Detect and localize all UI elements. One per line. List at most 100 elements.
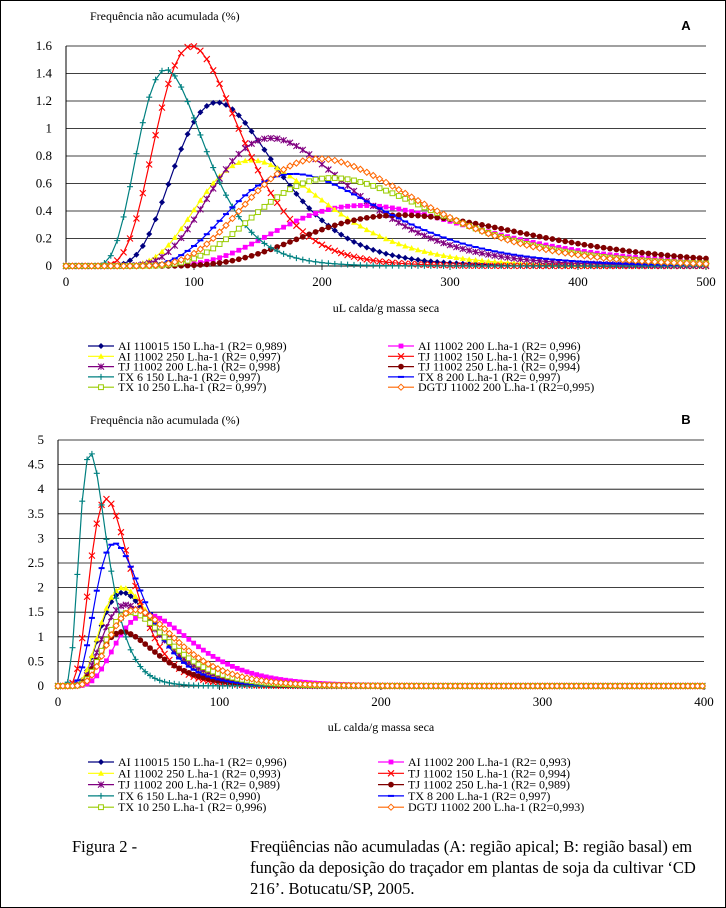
marker-circle xyxy=(312,229,319,235)
marker-star xyxy=(465,247,473,254)
marker-open-square xyxy=(229,231,236,237)
chart-panel-A: 0 0.2 0.4 0.6 0.8 1 1.2 1.4 1.6 0 100 200 300 400 500 F… xyxy=(36,9,716,394)
marker-plus xyxy=(156,677,163,684)
marker-open-diamond xyxy=(388,182,397,190)
x-tick-label: 0 xyxy=(55,694,62,709)
marker-circle xyxy=(703,255,709,262)
marker-triangle xyxy=(491,258,498,265)
marker-circle xyxy=(517,229,524,236)
marker-open-diamond xyxy=(553,682,561,690)
marker-circle xyxy=(147,645,153,651)
marker-square xyxy=(259,673,264,679)
marker-square xyxy=(249,241,254,247)
marker-x xyxy=(209,66,217,74)
marker-open-diamond xyxy=(228,214,237,223)
marker-circle xyxy=(498,225,505,232)
y-tick-label: 4.5 xyxy=(28,457,44,472)
marker-circle xyxy=(523,231,530,237)
x-tick-label: 400 xyxy=(694,694,714,709)
marker-open-diamond xyxy=(626,682,634,690)
marker-square xyxy=(281,224,286,230)
legend-item: TJ 11002 200 L.ha-1 (R2= 0,989) xyxy=(88,778,280,792)
marker-square xyxy=(306,213,312,219)
marker-open-diamond xyxy=(504,682,513,690)
marker-diamond xyxy=(248,128,255,135)
marker-open-diamond xyxy=(315,681,324,689)
marker-square xyxy=(205,650,211,656)
marker-open-diamond xyxy=(558,682,566,690)
marker-open-diamond xyxy=(100,262,109,270)
marker-open-diamond xyxy=(548,682,556,690)
marker-diamond xyxy=(415,256,421,263)
legend-item: TJ 11002 200 L.ha-1 (R2= 0,998) xyxy=(88,360,280,374)
marker-circle xyxy=(607,245,613,252)
marker-open-diamond xyxy=(446,213,454,222)
marker-diamond xyxy=(383,250,389,257)
marker-circle xyxy=(619,247,626,254)
marker-open-diamond xyxy=(516,239,525,248)
marker-open-diamond xyxy=(286,679,295,688)
marker-square xyxy=(133,615,138,621)
chart-panel-B: 0 0.5 1 1.5 2 2.5 3 3.5 4 4.5 5 0 100 200 300 400 Frequê… xyxy=(28,412,714,814)
marker-circle xyxy=(255,250,261,257)
marker-circle xyxy=(142,641,149,647)
y-tick-label: 4 xyxy=(38,481,45,496)
y-tick-label: 1.5 xyxy=(28,604,44,619)
marker-circle xyxy=(581,241,588,248)
marker-triangle xyxy=(325,201,332,208)
marker-open-diamond xyxy=(459,219,467,228)
marker-plus xyxy=(210,164,217,171)
marker-triangle xyxy=(395,240,402,247)
marker-open-square xyxy=(210,245,217,252)
marker-open-diamond xyxy=(160,625,169,633)
marker-circle xyxy=(127,631,134,637)
marker-circle xyxy=(626,248,633,255)
series-line xyxy=(54,495,706,690)
marker-open-diamond xyxy=(344,681,353,690)
marker-square xyxy=(104,658,109,664)
marker-circle xyxy=(485,223,492,230)
marker-open-square xyxy=(205,666,212,673)
marker-diamond xyxy=(210,99,217,106)
marker-plus xyxy=(383,262,389,269)
legend-label: TX 10 250 L.ha-1 (R2= 0,996) xyxy=(118,800,266,814)
marker-square xyxy=(543,242,549,248)
marker-open-diamond xyxy=(107,262,115,270)
marker-x xyxy=(112,512,120,520)
marker-open-diamond xyxy=(305,155,313,164)
marker-open-square xyxy=(203,249,210,256)
marker-circle xyxy=(287,239,293,245)
marker-open-diamond xyxy=(382,178,390,187)
marker-star xyxy=(97,781,105,788)
marker-star xyxy=(517,255,524,263)
marker-open-diamond xyxy=(542,245,550,254)
marker-open-square xyxy=(357,179,364,185)
marker-open-diamond xyxy=(461,682,469,690)
marker-open-diamond xyxy=(491,232,499,240)
marker-square xyxy=(89,678,95,684)
marker-square xyxy=(236,247,242,253)
legend-item: TJ 11002 150 L.ha-1 (R2= 0,996) xyxy=(388,349,580,363)
marker-open-diamond xyxy=(141,608,149,617)
marker-open-diamond xyxy=(567,250,576,258)
marker-open-diamond xyxy=(574,251,582,259)
marker-circle xyxy=(408,212,415,219)
marker-plus xyxy=(344,261,351,268)
marker-open-diamond xyxy=(456,682,464,690)
marker-circle xyxy=(491,224,498,231)
marker-circle xyxy=(274,244,281,250)
marker-open-diamond xyxy=(132,262,141,270)
marker-plus xyxy=(79,498,86,505)
marker-open-diamond xyxy=(102,641,111,649)
marker-star xyxy=(286,139,294,147)
marker-open-diamond xyxy=(669,682,678,690)
marker-plus xyxy=(568,262,575,269)
marker-open-diamond xyxy=(393,682,401,690)
marker-square xyxy=(191,640,197,646)
marker-square xyxy=(99,666,105,672)
legend-label: TJ 11002 250 L.ha-1 (R2= 0,994) xyxy=(418,360,580,374)
marker-plus xyxy=(325,260,332,267)
series-line xyxy=(62,155,710,270)
marker-circle xyxy=(132,633,139,640)
marker-triangle xyxy=(88,652,95,659)
